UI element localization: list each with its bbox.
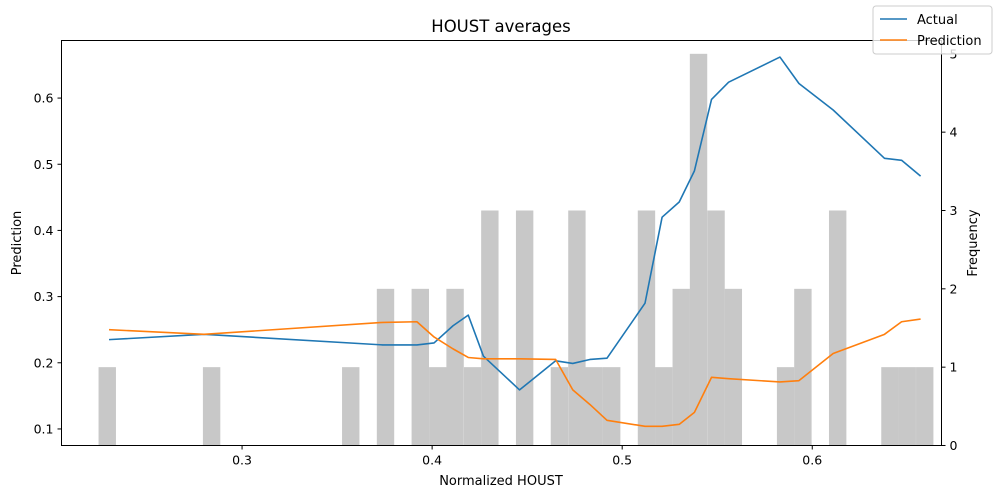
- series-lines: [108, 56, 922, 428]
- histogram-bar: [202, 367, 221, 446]
- histogram-bar: [898, 367, 916, 446]
- histogram-bar: [515, 210, 534, 446]
- legend: Actual Prediction: [872, 5, 993, 55]
- histogram-bar: [689, 53, 708, 446]
- x-tick-label: 0.4: [422, 453, 442, 468]
- histogram-bar: [637, 210, 656, 446]
- y-tick-label-left: 0.3: [34, 289, 54, 304]
- y-axis-title-left: Prediction: [10, 211, 25, 276]
- chart-title: HOUST averages: [431, 17, 570, 36]
- histogram-bar: [585, 367, 603, 446]
- histogram-bar: [655, 367, 673, 446]
- x-tick-label: 0.6: [802, 453, 822, 468]
- histogram-bar: [602, 367, 621, 446]
- y-tick-label-left: 0.2: [34, 355, 54, 370]
- histogram-bar: [463, 367, 482, 446]
- histogram-bar: [776, 367, 795, 446]
- y-tick-label-left: 0.1: [34, 421, 54, 436]
- histogram-bar: [446, 288, 464, 446]
- histogram-bar: [724, 288, 743, 446]
- y-axis-title-right: Frequency: [966, 209, 981, 276]
- histogram-bars: [98, 53, 934, 446]
- x-tick-label: 0.3: [232, 453, 252, 468]
- histogram-bar: [828, 210, 847, 446]
- series-line-prediction: [108, 318, 921, 428]
- y-tick-label-right: 3: [950, 203, 958, 218]
- y-tick-label-left: 0.4: [34, 223, 54, 238]
- histogram-bar: [568, 210, 586, 446]
- histogram-bar: [881, 367, 899, 446]
- histogram-bar: [707, 210, 725, 446]
- x-axis: 0.3 0.4 0.5 0.6: [232, 445, 822, 468]
- x-axis-title: Normalized HOUST: [439, 474, 563, 489]
- legend-label-actual: Actual: [917, 13, 958, 28]
- histogram-bar: [98, 367, 116, 446]
- legend-box: [872, 5, 993, 55]
- y-tick-label-left: 0.6: [34, 91, 54, 106]
- histogram-bar: [411, 288, 429, 446]
- y-tick-label-right: 2: [950, 281, 958, 296]
- series-line-actual: [108, 56, 922, 391]
- histogram-bar: [672, 288, 690, 446]
- histogram-bar: [916, 367, 934, 446]
- histogram-bar: [342, 367, 360, 446]
- y-tick-label-right: 1: [950, 360, 958, 375]
- plot-frame: [61, 40, 942, 446]
- y-tick-label-left: 0.5: [34, 157, 54, 172]
- histogram-bar: [429, 367, 447, 446]
- y-axis-left: 0.1 0.2 0.3 0.4 0.5 0.6: [34, 91, 62, 436]
- y-tick-label-right: 0: [950, 438, 958, 453]
- x-tick-label: 0.5: [612, 453, 632, 468]
- legend-label-prediction: Prediction: [917, 34, 982, 49]
- histogram-bar: [376, 288, 395, 446]
- histogram-bar: [481, 210, 499, 446]
- histogram-bar: [794, 288, 812, 446]
- y-tick-label-right: 4: [950, 125, 958, 140]
- histogram-bar: [550, 367, 569, 446]
